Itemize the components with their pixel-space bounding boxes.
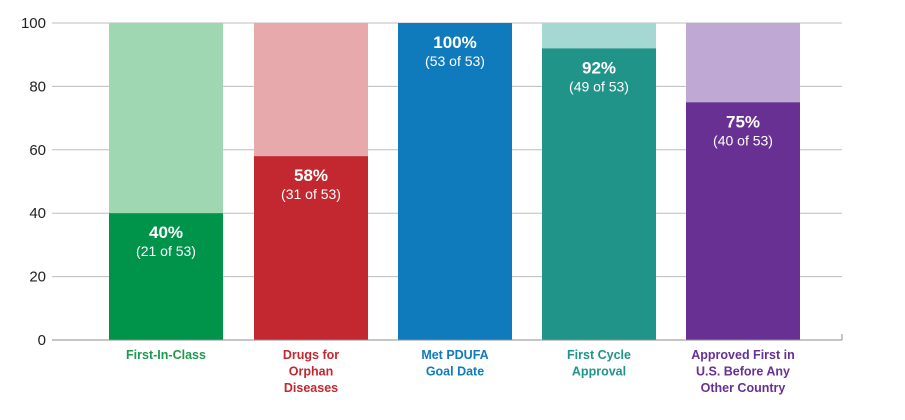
bar-count-label: (21 of 53) bbox=[136, 243, 196, 259]
x-category-label-line: Diseases bbox=[284, 381, 338, 395]
bar bbox=[254, 156, 368, 340]
x-category-label-line: Goal Date bbox=[426, 365, 484, 379]
bar-percent-label: 75% bbox=[726, 112, 760, 131]
bar-remainder bbox=[542, 23, 656, 49]
x-category-label-line: Approved First in bbox=[691, 348, 794, 362]
bar-count-label: (40 of 53) bbox=[713, 132, 773, 148]
x-category-label-line: Approval bbox=[572, 365, 626, 379]
bar bbox=[686, 102, 800, 340]
bar-count-label: (31 of 53) bbox=[281, 186, 341, 202]
x-category-label-line: Orphan bbox=[289, 365, 333, 379]
x-category-label: First Cycle Approval bbox=[567, 348, 631, 379]
bar-count-label: (53 of 53) bbox=[425, 53, 485, 69]
bars: 40%(21 of 53) 58%(31 of 53) 100%(53 of 53)… bbox=[109, 23, 800, 341]
y-tick-label: 0 bbox=[38, 332, 46, 349]
bar bbox=[109, 213, 223, 340]
bar-remainder bbox=[254, 23, 368, 157]
bar bbox=[542, 48, 656, 341]
x-category-label-line: First-In-Class bbox=[126, 348, 206, 362]
x-category-label-line: Other Country bbox=[701, 381, 786, 395]
bar-percent-label: 58% bbox=[294, 166, 328, 185]
x-category-label-line: Drugs for bbox=[283, 348, 339, 362]
x-category-label-line: Met PDUFA bbox=[421, 348, 488, 362]
bar-percent-label: 100% bbox=[433, 33, 476, 52]
y-tick-label: 100 bbox=[21, 15, 46, 32]
x-category-label: First-In-Class bbox=[126, 348, 206, 362]
x-category-label: Approved First in U.S. Before Any Other Co… bbox=[691, 348, 794, 395]
y-axis: 0 20 40 60 80 100 bbox=[21, 15, 46, 349]
bar-remainder bbox=[109, 23, 223, 214]
bar-remainder bbox=[686, 23, 800, 103]
x-category-label: Met PDUFA Goal Date bbox=[421, 348, 488, 379]
x-axis: First-In-Class Drugs for Orphan Diseases Met… bbox=[52, 334, 843, 395]
bar bbox=[398, 23, 512, 340]
y-tick-label: 40 bbox=[29, 205, 46, 222]
y-tick-label: 20 bbox=[29, 269, 46, 286]
bar-count-label: (49 of 53) bbox=[569, 78, 629, 94]
y-tick-label: 80 bbox=[29, 78, 46, 95]
bar-percent-label: 40% bbox=[149, 223, 183, 242]
x-category-label: Drugs for Orphan Diseases bbox=[283, 348, 339, 395]
x-category-label-line: U.S. Before Any bbox=[696, 365, 790, 379]
y-tick-label: 60 bbox=[29, 142, 46, 159]
x-category-label-line: First Cycle bbox=[567, 348, 631, 362]
bar-percent-label: 92% bbox=[582, 58, 616, 77]
